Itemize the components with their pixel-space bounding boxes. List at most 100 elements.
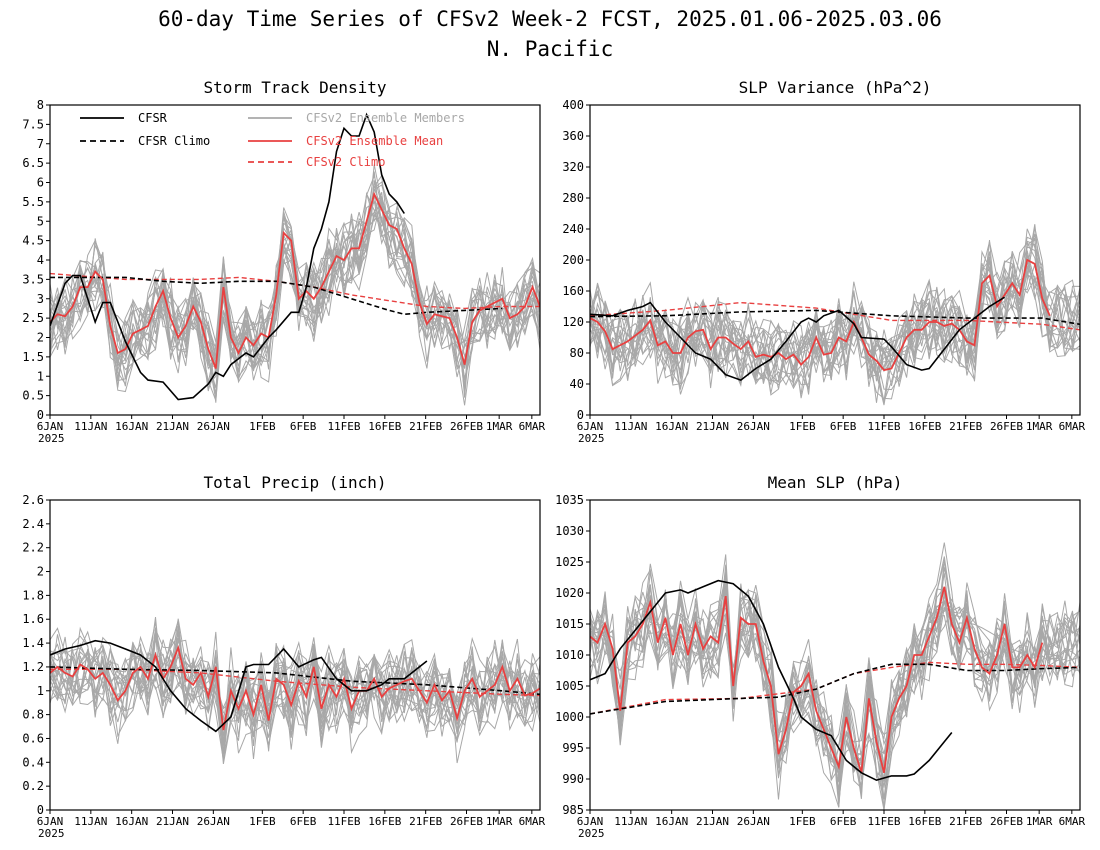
x-tick-label: 1FEB	[249, 420, 276, 433]
panel-mean-slp: Mean SLP (hPa) 985 990 995 1000 1005 1010 1015 1…	[555, 473, 1085, 840]
y-tick-label: 1	[37, 369, 44, 383]
y-tick-label: 160	[562, 284, 584, 298]
y-tick-label: 3	[37, 292, 44, 306]
y-tick-label: 6.5	[22, 156, 44, 170]
y-tick-label: 0.2	[22, 779, 44, 793]
y-tick-label: 40	[570, 377, 584, 391]
panel-slp-variance: SLP Variance (hPa^2) 0 40 80 120 160 200 240 280…	[562, 78, 1085, 445]
ensemble-mean-line	[590, 258, 1051, 372]
plot-area	[590, 224, 1080, 406]
x-tick-label: 21FEB	[409, 815, 442, 828]
x-tick-label: 21FEB	[409, 420, 442, 433]
x-tick-label: 6JAN	[37, 420, 64, 433]
y-tick-label: 7	[37, 137, 44, 151]
y-tick-label: 1025	[555, 555, 584, 569]
ensemble-member-line	[50, 651, 540, 755]
y-tick-label: 7.5	[22, 117, 44, 131]
y-tick-label: 2.2	[22, 541, 44, 555]
y-tick-label: 1010	[555, 648, 584, 662]
x-tick-label: 1FEB	[789, 420, 816, 433]
x-tick-label: 16JAN	[115, 815, 148, 828]
x-tick-label: 26FEB	[450, 420, 483, 433]
plot-area	[590, 542, 1080, 810]
y-tick-label: 2.4	[22, 517, 44, 531]
x-tick-label: 21JAN	[156, 815, 189, 828]
y-tick-label: 0	[37, 803, 44, 817]
x-tick-label: 6FEB	[830, 420, 857, 433]
ensemble-member-line	[590, 224, 1080, 378]
plot-frame	[49, 499, 541, 811]
y-tick-label: 2	[37, 565, 44, 579]
y-tick-label: 3.5	[22, 272, 44, 286]
y-tick-label: 0	[37, 408, 44, 422]
y-tick-label: 1030	[555, 524, 584, 538]
x-tick-label: 26FEB	[450, 815, 483, 828]
ensemble-member-line	[590, 275, 1080, 394]
legend-label: CFSv2 Climo	[306, 155, 385, 169]
y-tick-label: 995	[562, 741, 584, 755]
x-tick-label: 6MAR	[519, 420, 546, 433]
x-tick-label: 6FEB	[290, 420, 317, 433]
y-tick-label: 0.6	[22, 731, 44, 745]
y-tick-label: 5.5	[22, 195, 44, 209]
cfsv2-climo-line	[590, 301, 1080, 331]
y-tick-label: 1.2	[22, 660, 44, 674]
cfsv2-climo-line	[590, 661, 1080, 715]
y-tick-label: 1	[37, 684, 44, 698]
y-tick-label: 1015	[555, 617, 584, 631]
cfsv2-climo-line	[50, 668, 540, 697]
x-tick-label: 26JAN	[737, 420, 770, 433]
y-tick-label: 200	[562, 253, 584, 267]
x-tick-label: 16FEB	[368, 420, 401, 433]
panel-total-precip: Total Precip (inch) 0 0.2 0.4 0.6 0.8 1 1.2 1.4 1…	[22, 473, 545, 840]
x-tick-label: 6MAR	[1059, 420, 1086, 433]
x-tick-label: 26JAN	[197, 420, 230, 433]
plot-area	[50, 112, 540, 406]
main-subtitle: N. Pacific	[487, 37, 613, 61]
x-tick-label: 11JAN	[74, 815, 107, 828]
ensemble-member-line	[50, 174, 540, 372]
y-tick-label: 120	[562, 315, 584, 329]
y-tick-label: 0.4	[22, 755, 44, 769]
main-title: 60-day Time Series of CFSv2 Week-2 FCST,…	[158, 7, 942, 31]
x-tick-label: 26FEB	[990, 420, 1023, 433]
cfsr-climo-line	[590, 663, 1080, 715]
x-tick-label: 11JAN	[74, 420, 107, 433]
x-tick-label: 1MAR	[486, 420, 513, 433]
y-tick-label: 0.8	[22, 708, 44, 722]
y-tick-label: 2.5	[22, 311, 44, 325]
y-tick-label: 8	[37, 98, 44, 112]
y-tick-label: 1.4	[22, 636, 44, 650]
y-tick-label: 1005	[555, 679, 584, 693]
y-tick-label: 2.6	[22, 493, 44, 507]
y-tick-label: 990	[562, 772, 584, 786]
x-tick-label: 26JAN	[197, 815, 230, 828]
y-tick-label: 4.5	[22, 234, 44, 248]
x-tick-label: 16JAN	[115, 420, 148, 433]
legend-label: CFSv2 Ensemble Mean	[306, 134, 443, 148]
x-tick-label: 21JAN	[696, 420, 729, 433]
y-tick-label: 1020	[555, 586, 584, 600]
panel-title: Storm Track Density	[203, 78, 386, 97]
y-tick-label: 1.8	[22, 588, 44, 602]
y-tick-label: 985	[562, 803, 584, 817]
panel-storm-track-density: Storm Track Density 0 0.5 1 1.5 2 2.5 3 3.5 4 4.5 5…	[22, 78, 545, 445]
legend-label: CFSR Climo	[138, 134, 210, 148]
y-tick-label: 6	[37, 176, 44, 190]
x-tick-label: 1MAR	[1026, 420, 1053, 433]
panel-title: Total Precip (inch)	[203, 473, 386, 492]
y-tick-label: 280	[562, 191, 584, 205]
y-tick-label: 1.6	[22, 612, 44, 626]
ensemble-member-line	[590, 582, 1080, 782]
ensemble-member-line	[590, 237, 1080, 390]
x-tick-label: 16JAN	[655, 815, 688, 828]
x-year-label: 2025	[38, 827, 65, 840]
y-tick-label: 80	[570, 346, 584, 360]
ensemble-member-line	[590, 240, 1080, 402]
x-tick-label: 11JAN	[614, 815, 647, 828]
x-tick-label: 1FEB	[249, 815, 276, 828]
x-year-label: 2025	[38, 432, 65, 445]
x-tick-label: 6JAN	[577, 420, 604, 433]
x-tick-label: 1MAR	[1026, 815, 1053, 828]
y-tick-label: 0	[577, 408, 584, 422]
